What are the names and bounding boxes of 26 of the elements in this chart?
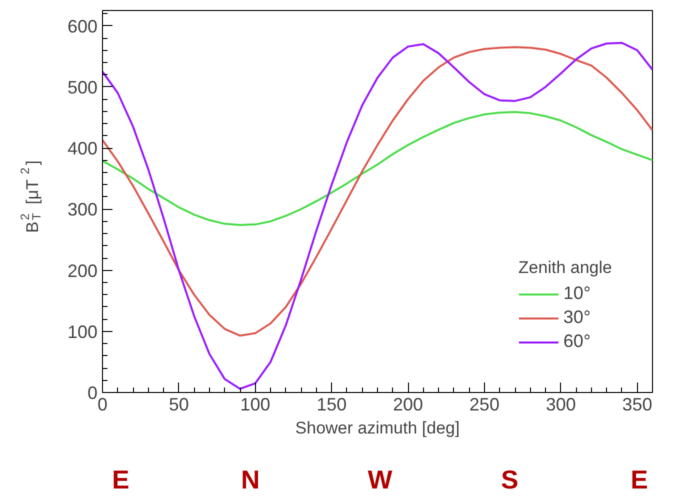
y-tick-label: 500 — [67, 77, 98, 98]
legend-label: 10° — [563, 283, 591, 304]
legend-title: Zenith angle — [518, 258, 612, 278]
y-tick-label: 600 — [67, 16, 98, 36]
y-tick-label: 100 — [67, 322, 98, 342]
text: E — [112, 464, 130, 494]
y-tick-label: 400 — [67, 138, 98, 159]
text: E — [630, 464, 648, 494]
y-tick-label: 300 — [67, 200, 98, 220]
line-series — [102, 110, 652, 226]
legend-label: 60° — [563, 331, 591, 352]
line-series — [102, 42, 652, 390]
y-tick-label: 200 — [67, 260, 98, 281]
x-tick-label: 250 — [469, 394, 500, 414]
x-tick-label: 350 — [622, 394, 652, 414]
y-axis-title: BT2 [μT2] — [18, 160, 44, 233]
legend-label: 30° — [563, 307, 591, 328]
x-tick-label: 100 — [240, 394, 270, 414]
x-tick-label: 200 — [393, 394, 424, 414]
text: N — [240, 464, 260, 494]
text: S — [500, 464, 518, 494]
text: W — [368, 464, 393, 494]
x-tick-label: 300 — [546, 394, 576, 414]
x-tick-label: 150 — [316, 394, 347, 414]
x-tick-label: 50 — [168, 394, 189, 414]
x-axis-title: Shower azimuth [deg] — [295, 418, 460, 438]
